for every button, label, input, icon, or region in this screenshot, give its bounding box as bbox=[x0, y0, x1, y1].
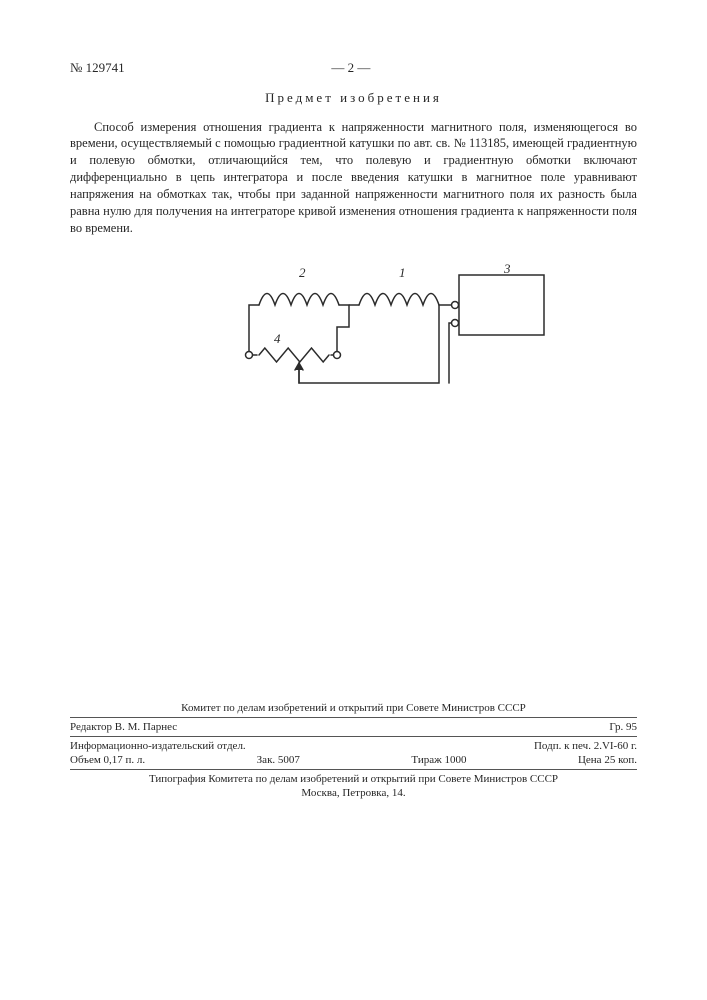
header-row: № 129741 — 2 — bbox=[70, 60, 637, 76]
body-paragraph: Способ измерения отношения градиента к н… bbox=[70, 119, 637, 237]
volume: Объем 0,17 п. л. bbox=[70, 754, 145, 766]
group-number: Гр. 95 bbox=[609, 721, 637, 733]
typography-line: Типография Комитета по делам изобретений… bbox=[70, 772, 637, 786]
svg-text:3: 3 bbox=[503, 261, 511, 276]
colophon-committee: Комитет по делам изобретений и открытий … bbox=[70, 701, 637, 715]
page-marker: — 2 — bbox=[331, 60, 370, 76]
price: Цена 25 коп. bbox=[578, 754, 637, 766]
doc-number: № 129741 bbox=[70, 60, 125, 76]
section-title: Предмет изобретения bbox=[70, 90, 637, 106]
page: № 129741 — 2 — Предмет изобретения Спосо… bbox=[0, 0, 707, 1000]
colophon-block: Комитет по делам изобретений и открытий … bbox=[70, 701, 637, 800]
svg-text:2: 2 bbox=[299, 265, 306, 280]
print-date: Подп. к печ. 2.VI-60 г. bbox=[534, 740, 637, 752]
print-run: Тираж 1000 bbox=[411, 754, 466, 766]
rule-1 bbox=[70, 717, 637, 718]
address-line: Москва, Петровка, 14. bbox=[70, 786, 637, 800]
header-spacer bbox=[577, 60, 637, 76]
rule-3 bbox=[70, 769, 637, 770]
info-dept: Информационно-издательский отдел. bbox=[70, 740, 246, 752]
editor-name: Редактор В. М. Парнес bbox=[70, 721, 177, 733]
order-number: Зак. 5007 bbox=[257, 754, 300, 766]
svg-text:1: 1 bbox=[399, 265, 406, 280]
rule-2 bbox=[70, 736, 637, 737]
svg-text:4: 4 bbox=[274, 331, 281, 346]
circuit-diagram: 2 1 3 4 bbox=[139, 255, 569, 415]
diagram-container: 2 1 3 4 bbox=[70, 255, 637, 415]
